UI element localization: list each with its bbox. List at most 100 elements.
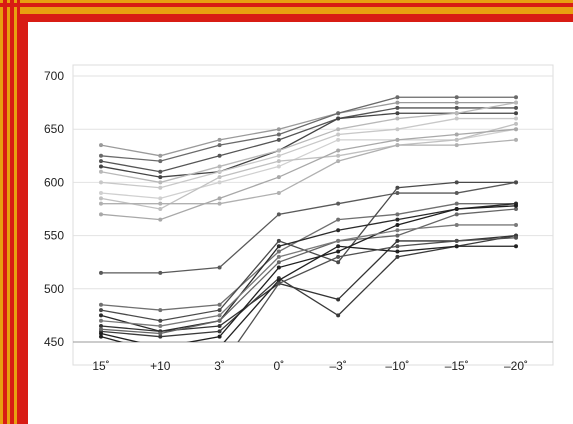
data-point <box>395 244 400 249</box>
series-group <box>99 95 518 342</box>
data-point <box>217 153 222 158</box>
y-tick-label: 550 <box>44 229 64 243</box>
data-point <box>514 244 518 249</box>
series-line <box>100 123 517 210</box>
data-point <box>276 249 281 254</box>
data-point <box>454 111 459 116</box>
data-point <box>276 238 281 243</box>
data-point <box>158 217 163 222</box>
y-axis-ticks: 700 650 600 550 500 450 <box>44 69 64 349</box>
data-point <box>217 302 222 307</box>
data-point <box>336 297 341 302</box>
data-point <box>276 254 281 259</box>
y-tick-label: 600 <box>44 175 64 189</box>
data-point <box>99 191 103 196</box>
data-point <box>276 127 281 132</box>
data-point <box>454 191 459 196</box>
data-point <box>217 313 222 318</box>
data-point <box>217 164 222 169</box>
series-line <box>100 107 516 173</box>
series-line <box>100 101 516 157</box>
data-point <box>336 137 341 142</box>
x-tick-label: –15˚ <box>445 359 469 373</box>
series-line <box>100 208 517 335</box>
data-point <box>158 270 163 275</box>
frame-stripe <box>0 3 573 7</box>
data-point <box>158 308 163 313</box>
data-point <box>454 180 459 185</box>
data-point <box>99 331 103 336</box>
data-point <box>158 201 163 206</box>
data-point <box>217 334 222 339</box>
data-point <box>395 127 400 132</box>
data-point <box>514 137 518 142</box>
data-point <box>454 212 459 217</box>
data-point <box>395 228 400 233</box>
data-point <box>217 265 222 270</box>
data-point <box>395 185 400 190</box>
series-line <box>100 128 517 221</box>
data-point <box>217 180 222 185</box>
data-point <box>514 222 518 227</box>
data-point <box>514 235 518 240</box>
data-point <box>276 153 281 158</box>
data-point <box>99 153 103 158</box>
data-point <box>454 105 459 110</box>
series-line <box>100 205 517 342</box>
data-point <box>217 318 222 323</box>
data-point <box>276 265 281 270</box>
data-point <box>395 222 400 227</box>
data-point <box>276 148 281 153</box>
data-point <box>454 116 459 121</box>
series-line <box>100 128 517 200</box>
data-point <box>158 169 163 174</box>
data-point <box>395 111 400 116</box>
y-tick-label: 500 <box>44 282 64 296</box>
data-point <box>99 196 103 201</box>
data-point <box>276 159 281 164</box>
data-point <box>99 313 103 318</box>
data-point <box>217 143 222 148</box>
x-tick-label: 15˚ <box>92 359 109 373</box>
data-point <box>395 212 400 217</box>
data-point <box>454 95 459 100</box>
series-line <box>237 237 517 342</box>
data-point <box>395 217 400 222</box>
data-point <box>395 238 400 243</box>
data-point <box>336 260 341 265</box>
data-point <box>99 308 103 313</box>
data-point <box>454 201 459 206</box>
y-tick-label: 450 <box>44 335 64 349</box>
series-line <box>101 139 517 205</box>
data-point <box>336 159 341 164</box>
data-point <box>336 111 341 116</box>
data-point <box>158 196 163 201</box>
data-point <box>395 249 400 254</box>
data-point <box>454 143 459 148</box>
chart-panel <box>28 22 573 424</box>
series-line <box>100 224 516 327</box>
data-point <box>99 180 103 185</box>
x-tick-label: +10 <box>150 359 171 373</box>
data-point <box>217 137 222 142</box>
data-point <box>336 132 341 137</box>
x-tick-label: –3˚ <box>329 359 346 373</box>
data-point <box>395 143 400 148</box>
data-point <box>454 238 459 243</box>
data-point <box>99 327 103 332</box>
data-point <box>276 212 281 217</box>
data-point <box>217 196 222 201</box>
data-point <box>395 116 400 121</box>
data-point <box>99 164 103 169</box>
data-point <box>454 132 459 137</box>
x-tick-label: –20˚ <box>504 359 528 373</box>
data-point <box>217 175 222 180</box>
data-point <box>158 334 163 339</box>
data-point <box>336 254 341 259</box>
series-line <box>100 203 517 333</box>
data-point <box>158 318 163 323</box>
y-tick-label: 650 <box>44 122 64 136</box>
data-point <box>336 201 341 206</box>
series-line <box>100 245 516 342</box>
data-point <box>217 324 222 329</box>
